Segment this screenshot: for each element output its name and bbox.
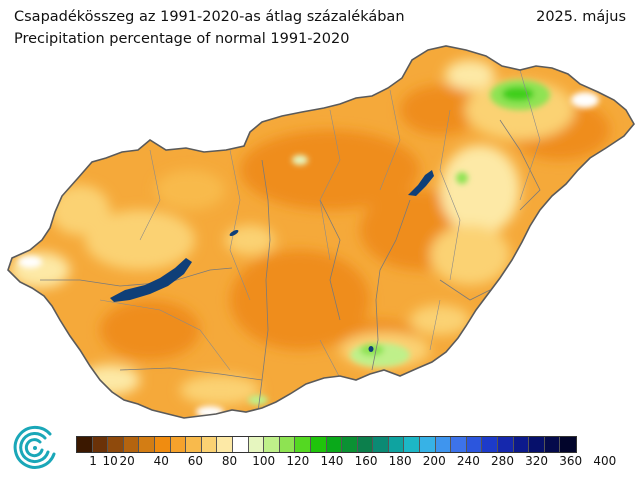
lake-tisza [408,170,434,196]
legend-swatch [388,437,405,452]
legend-swatch [154,437,171,452]
met-service-spiral-logo [13,425,56,469]
legend-swatch [451,437,467,452]
legend-tick-label: 360 [559,454,583,468]
legend-swatch [232,437,249,452]
legend-tick-label: 20 [119,454,135,468]
legend-swatch [201,437,218,452]
legend-swatch [466,437,483,452]
lake-balaton [110,258,192,302]
legend-swatch [217,437,233,452]
legend-tick-label: 1 [89,454,97,468]
legend-swatch [264,437,280,452]
legend-swatch [279,437,296,452]
lake-velence [229,229,239,237]
legend-swatch [373,437,389,452]
legend-tick-label: 320 [525,454,549,468]
legend-tick-label: 10 [102,454,118,468]
legend-swatch [357,437,374,452]
legend-tick-label: 140 [320,454,344,468]
legend-tick-label: 400 [593,454,617,468]
map-date: 2025. május [536,9,626,25]
legend-swatch [310,437,327,452]
legend-tick-label: 240 [456,454,480,468]
legend-swatch [108,437,124,452]
legend-tick-label: 200 [422,454,446,468]
legend-swatch [544,437,561,452]
legend-color-scale [76,436,577,453]
legend-swatch [420,437,436,452]
legend-swatch [123,437,140,452]
legend-tick-label: 80 [221,454,238,468]
legend-labels: 1 10 20 40 60 80 100 120 140 160 180 200 240 280 320 36… [76,454,622,470]
legend-tick-label: 100 [252,454,276,468]
legend-swatch [404,437,421,452]
legend-swatch [170,437,187,452]
legend-swatch [498,437,514,452]
wet-anomaly-areas [18,80,599,418]
legend-swatch [139,437,155,452]
map-title-hungarian: Csapadékösszeg az 1991-2020-as átlag szá… [14,9,405,25]
county-borders [99,69,541,379]
legend-swatch [248,437,265,452]
legend-tick-label: 60 [187,454,204,468]
rivers [40,119,541,413]
legend-swatch [342,437,358,452]
legend-swatch [529,437,545,452]
legend-tick-label: 280 [491,454,514,468]
legend-tick-label: 160 [354,454,378,468]
country-border [7,45,635,419]
legend-swatch [560,437,576,452]
small-lake-south [368,346,374,352]
map-title-english: Precipitation percentage of normal 1991-… [14,31,350,47]
legend-tick-label: 180 [388,454,412,468]
legend-swatch [77,437,93,452]
legend-swatch [482,437,499,452]
legend-swatch [92,437,109,452]
legend-swatch [295,437,311,452]
legend-tick-label: 40 [153,454,169,468]
lakes [110,170,434,352]
legend-swatch [513,437,530,452]
legend-swatch [326,437,343,452]
legend-swatch [186,437,202,452]
legend-tick-label: 120 [286,454,310,468]
legend-swatch [435,437,452,452]
